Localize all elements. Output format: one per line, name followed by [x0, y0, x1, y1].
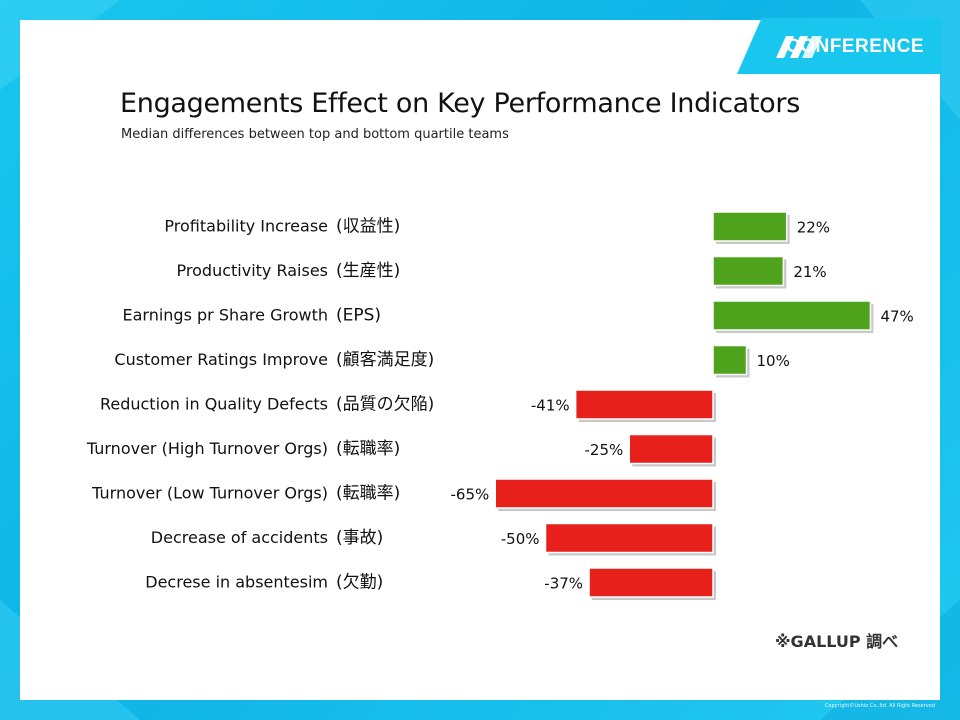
- category-label: Earnings pr Share Growth: [122, 306, 328, 325]
- category-label-jp: (顧客満足度): [336, 350, 434, 370]
- category-label: Reduction in Quality Defects: [100, 395, 328, 414]
- category-label: Turnover (Low Turnover Orgs): [91, 484, 328, 503]
- category-label: Profitability Increase: [164, 217, 328, 236]
- category-label-jp: (収益性): [336, 217, 400, 237]
- bar-chart: Profitability Increase (収益性) 22% Productivi…: [86, 211, 914, 600]
- bar-positive: [712, 255, 785, 287]
- category-label-jp: (欠勤): [336, 573, 383, 593]
- value-label: -65%: [450, 486, 489, 504]
- chart-title: Engagements Effect on Key Performance In…: [120, 88, 800, 119]
- bar-negative: [574, 389, 714, 420]
- source-note: ※GALLUP 調べ: [775, 632, 899, 651]
- chart-subtitle: Median differences between top and botto…: [121, 127, 509, 142]
- bar-positive: [712, 300, 872, 331]
- category-label: Turnover (High Turnover Orgs): [86, 439, 328, 458]
- value-label: -41%: [531, 397, 570, 415]
- category-label: Customer Ratings Improve: [114, 350, 328, 369]
- category-label-jp: (事故): [336, 528, 383, 548]
- value-label: -50%: [501, 530, 540, 548]
- category-label-jp: (生産性): [336, 261, 400, 281]
- bar-negative: [544, 522, 714, 554]
- slide-panel: Profitability Increase (収益性) 22% Productivi…: [20, 20, 940, 700]
- category-label: Decrease of accidents: [151, 528, 328, 547]
- category-label-jp: (品質の欠陥): [336, 395, 434, 415]
- category-label: Productivity Raises: [177, 261, 328, 280]
- bar-negative: [588, 567, 714, 598]
- category-label-jp: (EPS): [336, 306, 381, 326]
- value-label: 21%: [793, 263, 826, 281]
- bar-negative: [494, 478, 714, 509]
- logo-text: CONFERENCE: [785, 36, 924, 57]
- hr-logo-icon: [776, 36, 822, 58]
- bar-positive: [712, 211, 788, 242]
- category-label: Decrese in absentesim: [145, 573, 328, 592]
- value-label: 10%: [757, 352, 790, 370]
- category-label-jp: (転職率): [336, 439, 400, 459]
- value-label: -25%: [584, 441, 623, 459]
- bar-negative: [628, 433, 714, 465]
- conference-logo: CONFERENCE: [737, 18, 942, 74]
- category-label-jp: (転職率): [336, 484, 400, 504]
- value-label: 47%: [880, 308, 913, 326]
- value-label: -37%: [544, 575, 583, 593]
- bar-positive: [712, 344, 748, 376]
- value-label: 22%: [797, 219, 830, 237]
- copyright-text: Copyright©Ushio Co.,ltd. All Right Reser…: [824, 703, 935, 709]
